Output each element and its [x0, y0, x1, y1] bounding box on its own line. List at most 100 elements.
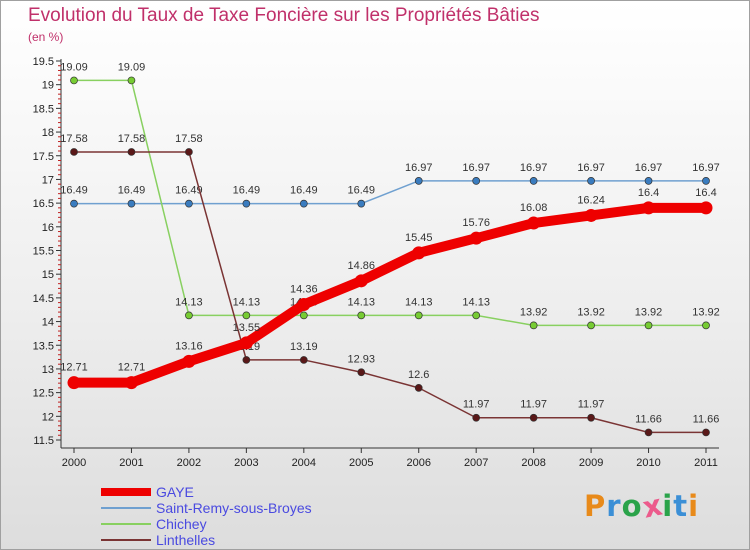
- data-point-saint-remy-sous-broyes: [127, 199, 136, 208]
- data-point-chichey: [644, 321, 653, 330]
- data-point-linthelles: [529, 413, 538, 422]
- data-point-saint-remy-sous-broyes: [414, 177, 423, 185]
- legend-label-gaye: GAYE: [156, 484, 194, 500]
- data-point-linthelles: [299, 356, 308, 364]
- data-point-gaye: [67, 376, 81, 390]
- data-label-chichey: 13.92: [577, 306, 605, 318]
- series-line-gaye: [69, 202, 711, 388]
- y-axis-unit: (en %): [28, 30, 64, 44]
- data-point-chichey: [529, 321, 538, 330]
- data-label-chichey: 13.92: [520, 306, 548, 318]
- data-label-gaye: 16.4: [695, 187, 716, 199]
- legend-swatch-linthelles: [101, 539, 151, 541]
- data-point-saint-remy-sous-broyes: [185, 199, 193, 208]
- data-point-chichey: [414, 311, 423, 320]
- x-tick-label: 2002: [177, 457, 201, 469]
- data-point-chichey: [702, 321, 710, 330]
- data-point-saint-remy-sous-broyes: [242, 199, 251, 208]
- data-label-saint-remy-sous-broyes: 16.97: [462, 162, 490, 174]
- data-point-saint-remy-sous-broyes: [70, 199, 78, 208]
- data-label-chichey: 14.13: [233, 296, 261, 308]
- data-point-linthelles: [242, 356, 251, 364]
- x-tick-label: 2006: [406, 457, 430, 469]
- data-label-chichey: 14.13: [348, 296, 376, 308]
- data-point-chichey: [242, 311, 251, 320]
- legend-label-saint-remy: Saint-Remy-sous-Broyes: [156, 500, 312, 516]
- legend-swatch-gaye: [101, 488, 151, 496]
- legend-item-gaye: GAYE: [101, 484, 401, 500]
- legend: GAYE Saint-Remy-sous-Broyes Chichey Lint…: [101, 484, 401, 548]
- data-label-saint-remy-sous-broyes: 16.49: [233, 185, 261, 197]
- logo-letter: P: [584, 489, 607, 523]
- data-point-saint-remy-sous-broyes: [299, 199, 308, 208]
- data-point-linthelles: [414, 384, 423, 392]
- data-point-chichey: [185, 311, 193, 320]
- data-label-linthelles: 17.58: [118, 133, 146, 145]
- data-label-gaye: 16.24: [577, 194, 605, 206]
- data-point-saint-remy-sous-broyes: [644, 177, 653, 185]
- series-line-chichey: [73, 79, 707, 327]
- data-label-gaye: 16.4: [638, 187, 659, 199]
- data-label-chichey: 13.92: [635, 306, 663, 318]
- data-point-linthelles: [472, 413, 481, 422]
- data-point-chichey: [299, 311, 308, 320]
- data-point-gaye: [642, 201, 656, 215]
- y-tick-label: 15.5: [33, 246, 54, 258]
- data-label-gaye: 13.55: [233, 322, 261, 334]
- data-point-gaye: [124, 376, 138, 390]
- y-tick-label: 11.5: [33, 435, 54, 447]
- data-point-gaye: [699, 201, 713, 215]
- data-label-saint-remy-sous-broyes: 16.49: [290, 185, 318, 197]
- data-point-gaye: [239, 336, 253, 350]
- y-tick-label: 18: [42, 127, 54, 139]
- data-point-gaye: [584, 208, 598, 222]
- data-label-saint-remy-sous-broyes: 16.49: [348, 185, 376, 197]
- data-label-linthelles: 11.66: [693, 413, 720, 425]
- logo-letter: i: [662, 489, 674, 523]
- y-tick-label: 16: [42, 222, 54, 234]
- y-tick-label: 17: [42, 174, 54, 186]
- data-point-gaye: [182, 354, 196, 368]
- data-label-saint-remy-sous-broyes: 16.97: [635, 162, 663, 174]
- data-label-linthelles: 12.93: [348, 353, 376, 365]
- data-label-linthelles: 11.97: [463, 399, 490, 411]
- data-label-chichey: 19.09: [118, 61, 146, 73]
- data-point-linthelles: [127, 148, 136, 156]
- x-tick-label: 2005: [349, 457, 373, 469]
- data-label-gaye: 15.45: [405, 232, 433, 244]
- data-point-saint-remy-sous-broyes: [587, 177, 595, 185]
- logo-letter: r: [606, 489, 622, 523]
- data-point-gaye: [354, 274, 368, 288]
- legend-item-chichey: Chichey: [101, 516, 401, 532]
- data-point-gaye: [412, 246, 426, 260]
- data-point-linthelles: [644, 428, 653, 437]
- legend-swatch-saint-remy: [101, 507, 151, 509]
- data-label-saint-remy-sous-broyes: 16.97: [520, 162, 548, 174]
- x-tick-label: 2003: [234, 457, 258, 469]
- data-point-chichey: [357, 311, 366, 320]
- x-tick-label: 2004: [292, 457, 316, 469]
- data-label-saint-remy-sous-broyes: 16.97: [577, 162, 605, 174]
- data-label-saint-remy-sous-broyes: 16.49: [118, 185, 146, 197]
- legend-label-linthelles: Linthelles: [156, 532, 216, 548]
- logo-letter: i: [688, 489, 700, 523]
- data-label-chichey: 19.09: [60, 61, 88, 73]
- y-tick-label: 14.5: [33, 293, 54, 305]
- data-label-linthelles: 17.58: [175, 133, 203, 145]
- x-tick-label: 2009: [579, 457, 603, 469]
- y-tick-label: 12: [42, 411, 54, 423]
- y-tick-label: 16.5: [33, 198, 54, 210]
- data-label-saint-remy-sous-broyes: 16.97: [405, 162, 433, 174]
- y-tick-label: 13: [42, 364, 54, 376]
- data-label-chichey: 14.13: [405, 296, 433, 308]
- data-label-gaye: 14.36: [290, 284, 318, 296]
- data-label-linthelles: 11.97: [578, 399, 605, 411]
- y-tick-label: 12.5: [33, 388, 54, 400]
- logo-letter: t: [673, 489, 689, 523]
- data-point-linthelles: [587, 413, 595, 422]
- data-point-linthelles: [185, 148, 193, 156]
- data-point-gaye: [527, 216, 541, 230]
- data-point-chichey: [472, 311, 481, 320]
- logo-letter: o: [621, 489, 643, 523]
- data-point-chichey: [127, 76, 136, 85]
